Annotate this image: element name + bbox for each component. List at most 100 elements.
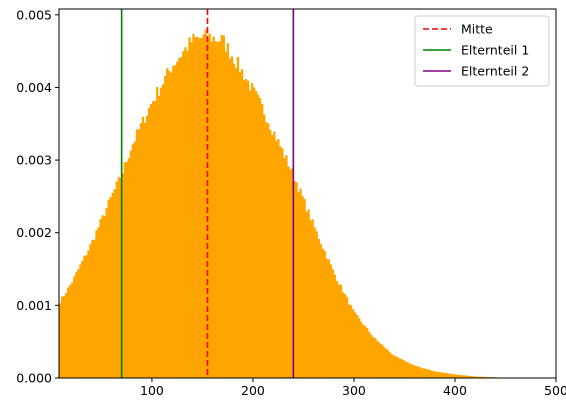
histogram-bar [79, 265, 81, 378]
histogram-bar [209, 34, 211, 378]
histogram-bar [89, 244, 91, 378]
histogram-bar [275, 141, 277, 378]
histogram-bar [73, 276, 75, 378]
histogram-bar [243, 80, 245, 378]
histogram-bar [221, 35, 223, 378]
histogram-bar [273, 132, 275, 378]
histogram-bar [202, 34, 204, 378]
histogram-bar [285, 155, 287, 378]
histogram-bar [87, 250, 89, 378]
histogram-bar [61, 297, 63, 378]
histogram-bar [318, 239, 320, 378]
histogram-bar [409, 364, 411, 378]
histogram-bar [249, 91, 251, 378]
histogram-bar [158, 96, 160, 378]
y-tick-label: 0.000 [16, 371, 52, 386]
histogram-bar [217, 42, 219, 378]
histogram-bar [326, 259, 328, 378]
histogram-bar [342, 292, 344, 378]
histogram-bar [398, 358, 400, 378]
histogram-bar [194, 37, 196, 378]
histogram-bar [441, 373, 443, 378]
histogram-bar [223, 36, 225, 378]
histogram-bar [265, 122, 267, 378]
histogram-bar [227, 43, 229, 378]
histogram-bar [99, 219, 101, 378]
histogram-bar [435, 372, 437, 378]
histogram-bar [372, 337, 374, 378]
histogram-bar [362, 325, 364, 378]
histogram-bar [305, 212, 307, 378]
histogram-bar [215, 41, 217, 378]
histogram-bar [150, 104, 152, 378]
histogram-bar [128, 158, 130, 378]
histogram-bar [289, 169, 291, 378]
histogram-bar [156, 87, 158, 378]
histogram-bar [154, 101, 156, 378]
legend-label: Mitte [461, 22, 493, 37]
histogram-bar [136, 129, 138, 378]
histogram-bar [303, 199, 305, 378]
histogram-bar [392, 356, 394, 378]
histogram-bar [447, 373, 449, 378]
histogram-bar [429, 370, 431, 378]
histogram-bar [138, 130, 140, 378]
histogram-bar [200, 38, 202, 378]
histogram-bar [114, 189, 116, 378]
histogram-bar [334, 275, 336, 378]
histogram-bar [451, 374, 453, 378]
histogram-bar [388, 352, 390, 378]
histogram-bar [382, 346, 384, 378]
histogram-bar [453, 374, 455, 378]
histogram-bar [164, 76, 166, 378]
histogram-bar [417, 366, 419, 378]
x-tick-label: 500 [544, 383, 566, 398]
histogram-bar [219, 41, 221, 378]
x-tick-label: 200 [241, 383, 265, 398]
histogram-bar [295, 182, 297, 378]
histogram-bar [142, 117, 144, 378]
histogram-bar [148, 108, 150, 378]
histogram-bar [93, 240, 95, 378]
histogram-bar [112, 193, 114, 378]
histogram-bar [140, 123, 142, 378]
histogram-bar [241, 69, 243, 378]
histogram-bar [394, 356, 396, 378]
histogram-bar [297, 192, 299, 378]
y-tick-label: 0.003 [16, 153, 52, 168]
histogram-bar [247, 81, 249, 378]
histogram-bar [350, 305, 352, 378]
histogram-bar [124, 162, 126, 378]
histogram-bar [376, 341, 378, 378]
histogram-bar [180, 57, 182, 378]
histogram-bar [402, 360, 404, 378]
x-tick-label: 300 [342, 383, 366, 398]
histogram-bar [103, 216, 105, 378]
histogram-bar [239, 72, 241, 378]
histogram-bar [118, 177, 120, 378]
histogram-bar [225, 52, 227, 378]
histogram-bar [443, 373, 445, 378]
histogram-bar [312, 219, 314, 378]
histogram-bar [211, 42, 213, 378]
histogram-bar [71, 282, 73, 378]
histogram-bar [174, 65, 176, 378]
histogram-bar [378, 343, 380, 378]
histogram-bar [301, 196, 303, 378]
histogram-bar [69, 285, 71, 378]
histogram-bar [237, 57, 239, 378]
histogram-bar [445, 373, 447, 378]
histogram-bar [126, 162, 128, 378]
histogram-bar [320, 244, 322, 378]
histogram-bar [310, 220, 312, 378]
histogram-bar [134, 141, 136, 378]
histogram-bar [184, 47, 186, 378]
histogram-bar [368, 332, 370, 378]
histogram-bar [423, 368, 425, 378]
histogram-bar [404, 362, 406, 378]
histogram-bar [358, 318, 360, 378]
histogram-bar [380, 344, 382, 378]
histogram-bar [186, 51, 188, 378]
histogram-bar [316, 231, 318, 378]
histogram-bar [308, 209, 310, 378]
